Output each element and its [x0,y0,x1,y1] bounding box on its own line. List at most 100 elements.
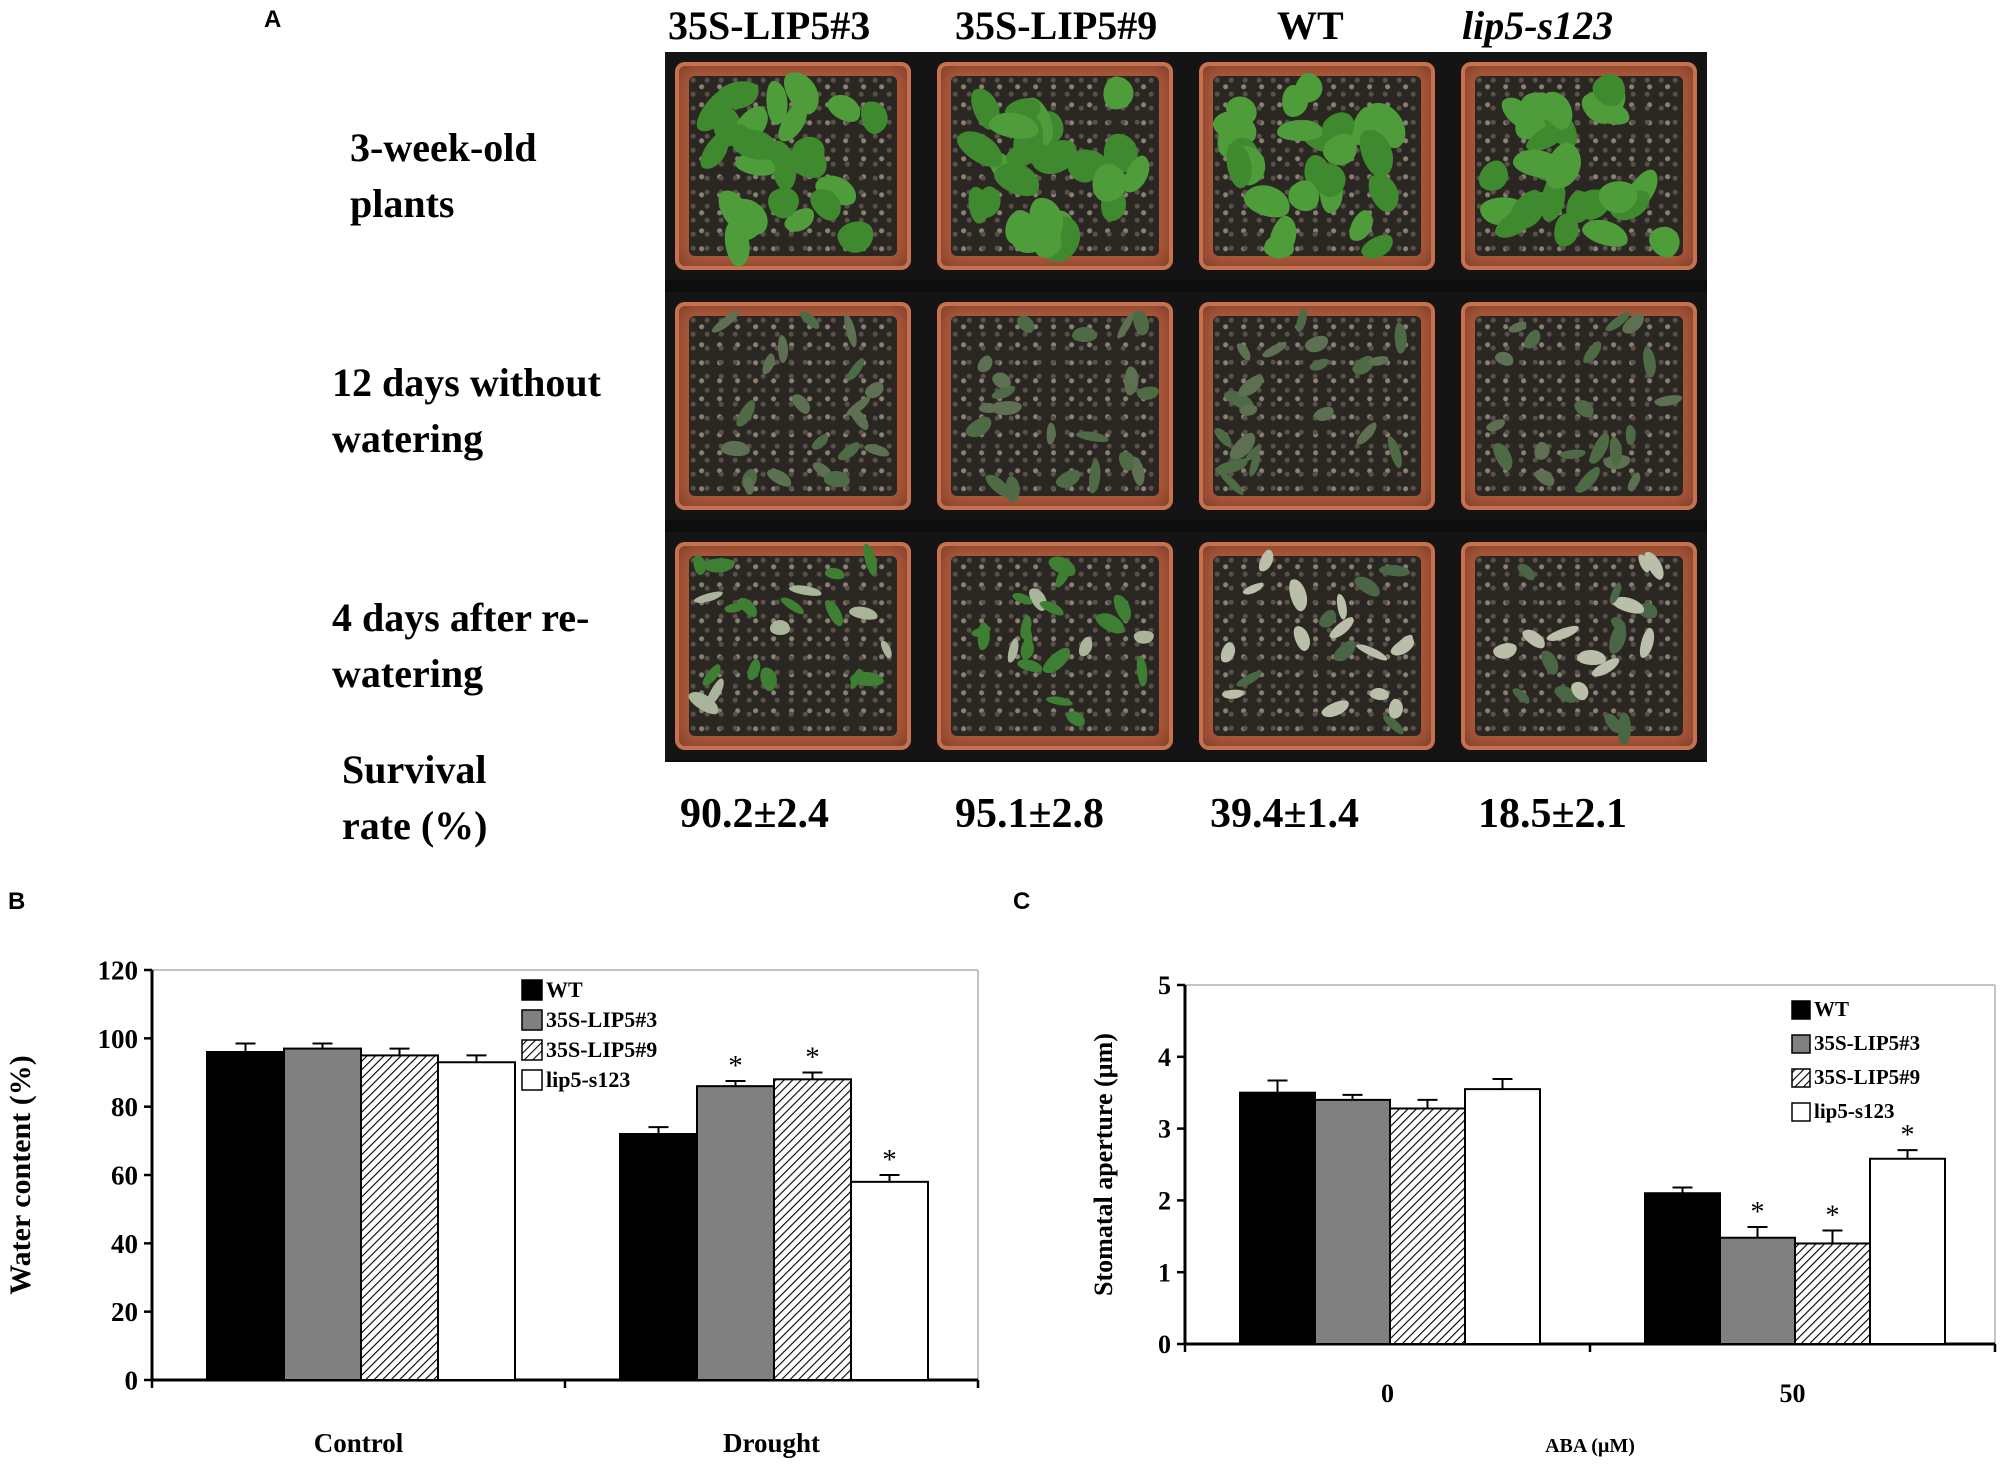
legend-swatch [1791,1000,1811,1020]
y-tick-label: 120 [98,955,139,985]
plant-pot [1199,302,1435,510]
significance-marker: * [805,1042,820,1074]
category-label: Control [314,1428,404,1458]
y-tick-label: 1 [1158,1258,1171,1287]
plant-pot [937,302,1173,510]
bar [619,1133,698,1381]
survival-label-line2: rate (%) [342,803,488,848]
photo-row-3 [665,532,1707,760]
bar [283,1047,362,1381]
legend-label: 35S-LIP5#9 [1814,1065,1920,1089]
plant-pot [675,62,911,270]
category-label: 0 [1381,1379,1394,1408]
significance-marker: * [1826,1201,1840,1232]
category-label: Drought [723,1428,820,1458]
y-tick-label: 20 [111,1297,138,1327]
genotype-label-4: lip5-s123 [1462,3,1614,48]
plant-pot [1199,62,1435,270]
y-tick-label: 0 [1158,1330,1171,1359]
plant-leaf [1276,120,1324,142]
category-label: 50 [1780,1379,1806,1408]
bar [1794,1242,1871,1346]
panel-b-letter: B [8,888,26,915]
row-label-2: 12 days without watering [332,355,601,467]
photo-row-2 [665,292,1707,520]
legend-label: lip5-s123 [546,1067,630,1092]
bar [696,1085,775,1382]
legend-swatch [1791,1102,1811,1122]
plant-pot [937,62,1173,270]
plant-leaf [978,402,998,413]
row-label-3: 4 days after re- watering [332,590,589,702]
bar [437,1061,516,1381]
y-tick-label: 2 [1158,1187,1171,1216]
legend-swatch [1791,1034,1811,1054]
bar [1644,1192,1721,1345]
bar [1239,1091,1316,1345]
y-tick-label: 3 [1158,1115,1171,1144]
legend-swatch [521,1069,543,1091]
row-label-3-line2: watering [332,651,484,696]
bar [206,1051,285,1381]
pot-soil [689,556,897,736]
significance-marker: * [728,1050,743,1082]
x-axis-label: ABA (µM) [1545,1435,1635,1457]
row-label-3-line1: 4 days after re- [332,595,590,640]
plant-leaf [1617,712,1632,746]
y-tick-label: 100 [98,1024,139,1054]
plant-pot [1461,302,1697,510]
row-label-2-line2: watering [332,416,484,461]
bar [773,1078,852,1381]
bar [1314,1098,1391,1345]
legend-swatch [521,1009,543,1031]
bar [850,1180,929,1381]
survival-rate-3: 39.4±1.4 [1210,791,1360,837]
survival-rate-1: 90.2±2.4 [680,791,830,837]
plant-pot [1461,542,1697,750]
plant-photo-grid [665,52,1707,762]
row-label-2-line1: 12 days without [332,360,601,405]
legend-label: lip5-s123 [1814,1099,1895,1123]
y-axis-label: Water content (%) [4,1055,37,1294]
legend-swatch [521,979,543,1001]
genotype-label-3: WT [1277,3,1344,48]
legend-label: 35S-LIP5#3 [1814,1031,1920,1055]
plant-pot [1199,542,1435,750]
bar [1464,1088,1541,1345]
legend-label: WT [546,977,583,1002]
significance-marker: * [1751,1197,1765,1228]
bar [1389,1107,1466,1345]
plant-pot [1461,62,1697,270]
significance-marker: * [882,1144,897,1176]
legend-swatch [521,1039,543,1061]
y-tick-label: 4 [1158,1043,1171,1072]
genotype-label-1: 35S-LIP5#3 [668,3,871,48]
y-tick-label: 80 [111,1092,138,1122]
plant-pot [937,542,1173,750]
row-label-1-line1: 3-week-old [350,125,537,170]
legend-swatch [1791,1068,1811,1088]
y-tick-label: 0 [125,1365,139,1395]
water-content-chart: 0 20 40 60 80 100 120 Control * * * Drought Water co… [4,955,980,1458]
significance-marker: * [1901,1120,1915,1151]
row-label-1: 3-week-old plants [350,120,537,232]
survival-rate-4: 18.5±2.1 [1478,791,1628,837]
photo-row-1 [665,52,1707,280]
plant-leaf [1625,424,1636,445]
y-tick-label: 60 [111,1160,138,1190]
plant-pot [675,302,911,510]
panel-c-letter: C [1013,888,1031,915]
row-label-1-line2: plants [350,181,455,226]
y-axis-label: Stomatal aperture (µm) [1089,1033,1118,1296]
legend-label: WT [1814,997,1849,1021]
legend-label: 35S-LIP5#3 [546,1007,657,1032]
y-tick-label: 5 [1158,971,1171,1000]
survival-rate-2: 95.1±2.8 [955,791,1105,837]
bar [1719,1236,1796,1345]
pot-soil [1213,556,1421,736]
panel-a-letter: A [264,6,282,33]
survival-label-line1: Survival [342,747,487,792]
legend-label: 35S-LIP5#9 [546,1037,657,1062]
plant-leaf [1071,326,1098,342]
